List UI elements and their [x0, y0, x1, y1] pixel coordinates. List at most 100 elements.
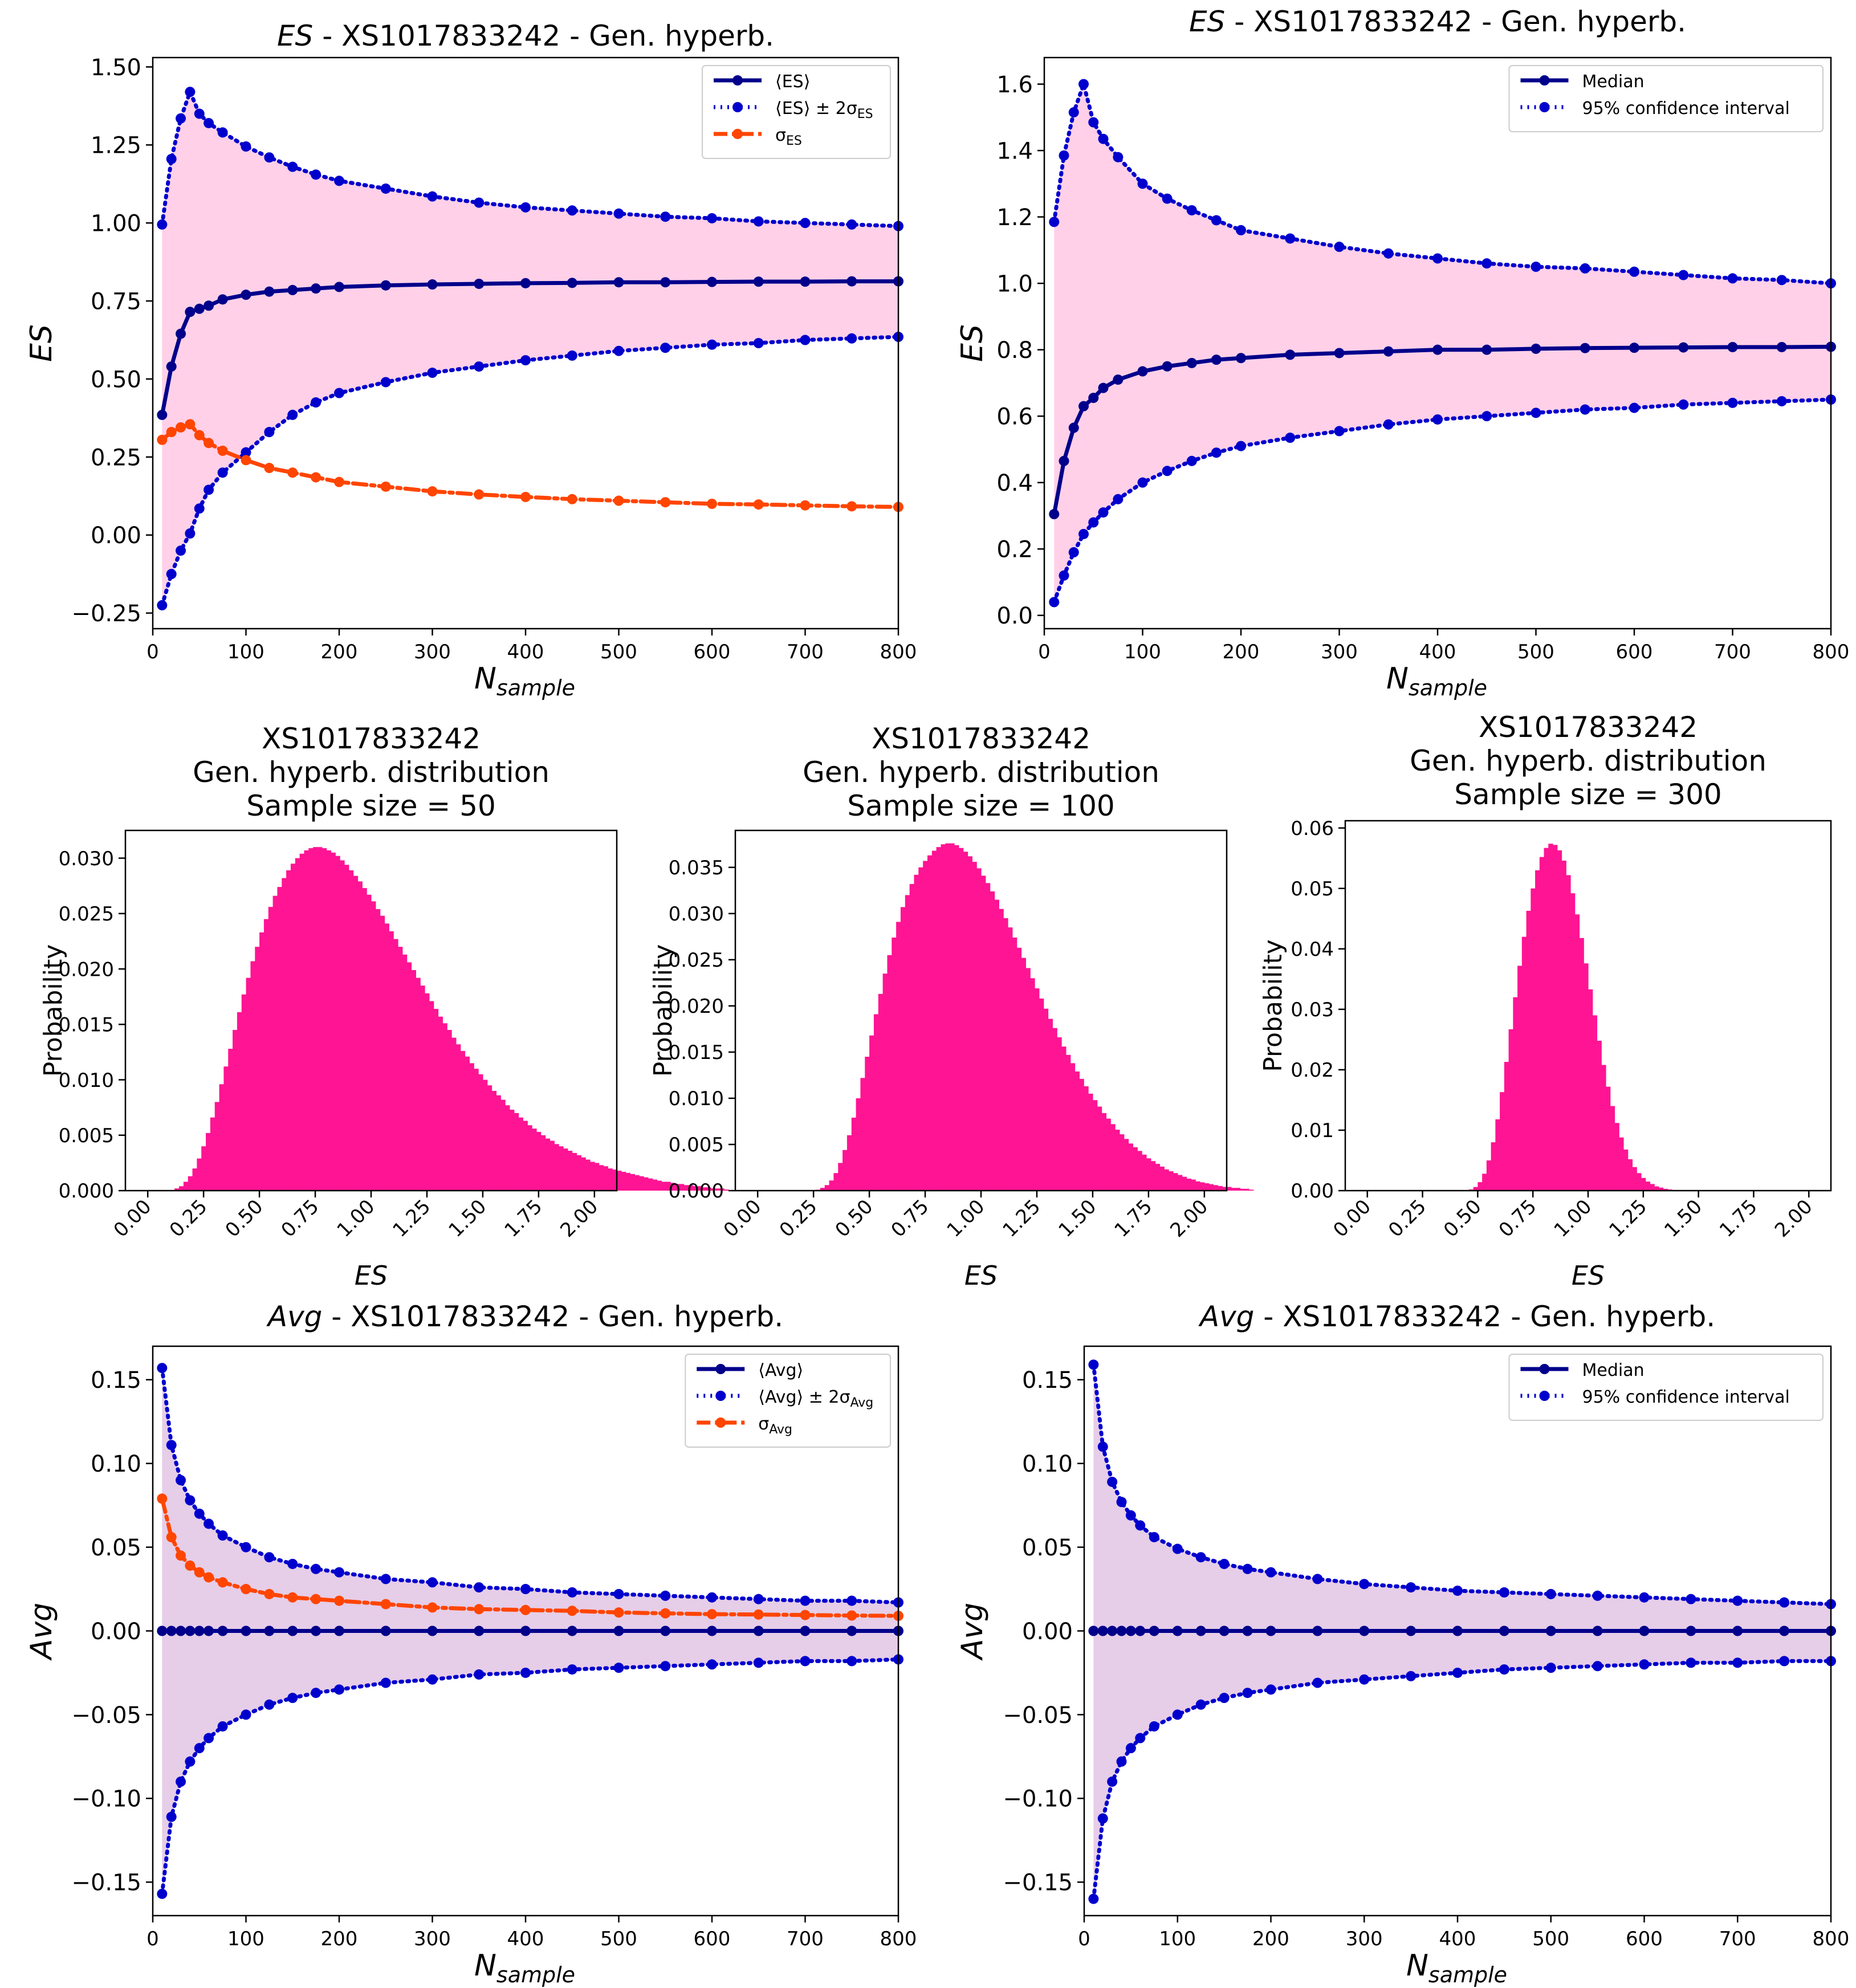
histogram-bar: [393, 939, 398, 1191]
x-axis-label-sub: sample: [496, 675, 575, 700]
y-tick-label: 0.05: [1022, 1535, 1073, 1561]
series-point: [1059, 150, 1069, 161]
series-point: [1098, 382, 1109, 393]
series-point: [157, 1363, 168, 1374]
y-tick-label: 0.06: [1291, 817, 1334, 840]
x-tick-label: 1.00: [333, 1195, 380, 1242]
histogram-bar: [1101, 1113, 1107, 1191]
series-point: [194, 1743, 205, 1754]
series-point: [241, 455, 251, 466]
series-point: [1097, 1626, 1108, 1636]
legend-label: 95% confidence interval: [1582, 1387, 1790, 1407]
series-point: [166, 569, 177, 580]
series-point: [185, 1495, 196, 1506]
histogram-bar: [683, 1185, 689, 1191]
y-tick-label: 1.2: [996, 205, 1033, 231]
chart-es_median: ES - XS1017833242 - Gen. hyperb. 0 100 200 3…: [955, 5, 1849, 700]
series-point: [660, 343, 671, 353]
legend-swatch-marker: [732, 75, 743, 85]
series-point: [1359, 1626, 1370, 1636]
histogram-bar: [824, 1185, 830, 1191]
series-point: [241, 290, 251, 300]
series-point: [311, 283, 321, 294]
series-point: [264, 1626, 275, 1636]
histogram-bar: [1208, 1184, 1214, 1191]
x-axis-label: ES: [964, 1260, 998, 1291]
histogram-bar: [1548, 844, 1553, 1191]
x-tick-label: 400: [1419, 641, 1456, 663]
x-tick-label: 2.00: [556, 1195, 603, 1242]
histogram-bar: [523, 1121, 528, 1191]
series-point: [1732, 1657, 1743, 1668]
series-point: [241, 1626, 251, 1636]
histogram-bar: [514, 1113, 519, 1191]
series-point: [241, 1709, 251, 1720]
x-tick-label: 100: [1124, 641, 1161, 663]
y-tick-label: 0.15: [1022, 1367, 1073, 1394]
series-point: [660, 1608, 671, 1619]
histogram-bar: [710, 1188, 715, 1191]
histogram-bar: [384, 923, 389, 1191]
series-point: [846, 1595, 857, 1606]
series-point: [1107, 1626, 1118, 1636]
x-axis-label: Nsample: [1386, 662, 1487, 700]
series-point: [287, 1693, 298, 1704]
histogram-bar: [1039, 998, 1044, 1191]
series-point: [176, 113, 186, 124]
histogram-bar: [1521, 936, 1527, 1191]
x-tick-label: 300: [414, 641, 451, 663]
series-point: [613, 345, 624, 356]
series-point: [1727, 273, 1738, 284]
series-point: [287, 1626, 298, 1636]
chart-title-line: XS1017833242: [1479, 711, 1698, 744]
confidence-band: [162, 92, 899, 605]
series-point: [1406, 1626, 1417, 1636]
legend-label-main: ⟨Avg⟩ ± 2σ: [758, 1387, 850, 1407]
histogram-bar: [389, 931, 394, 1191]
histogram-bar: [1645, 1182, 1651, 1191]
series-point: [707, 1659, 717, 1670]
y-axis-label: ES: [955, 324, 990, 362]
histogram-bar: [321, 848, 327, 1191]
series-point: [1186, 455, 1197, 466]
histogram-bar: [909, 883, 915, 1191]
histogram-bar: [353, 875, 359, 1191]
histogram-bar: [491, 1090, 497, 1191]
series-point: [1162, 361, 1173, 372]
histogram-bar: [878, 993, 884, 1191]
legend-label-main: σ: [758, 1414, 769, 1434]
series-point: [185, 307, 196, 317]
histogram-bar: [545, 1138, 551, 1191]
series-point: [1186, 205, 1197, 215]
histogram-bar: [1222, 1187, 1227, 1191]
series-point: [1116, 1756, 1127, 1767]
y-tick-label: −0.15: [71, 1870, 141, 1896]
histogram-bar: [210, 1117, 215, 1191]
series-point: [380, 1677, 391, 1688]
histogram-bar: [1614, 1123, 1619, 1191]
series-point: [241, 447, 251, 458]
series-point: [707, 1592, 717, 1603]
histogram-bar: [277, 887, 282, 1191]
legend-box: [1508, 1354, 1824, 1421]
series-point: [1265, 1684, 1276, 1695]
histogram-bar: [1043, 1008, 1049, 1191]
y-tick-label: 0.025: [669, 949, 724, 972]
histogram-bar: [482, 1079, 488, 1191]
series-point: [185, 1756, 196, 1767]
histogram-bar: [1097, 1106, 1102, 1191]
series-point: [1452, 1667, 1463, 1678]
histogram-bar: [1128, 1143, 1134, 1191]
histogram-bar: [701, 1187, 707, 1191]
histogram-bar: [219, 1084, 224, 1191]
histogram-bar: [1553, 845, 1558, 1191]
histogram-bar: [465, 1056, 470, 1191]
histogram-bar: [282, 878, 287, 1191]
histogram-bar: [1544, 848, 1549, 1191]
series-point: [1068, 107, 1079, 118]
chart-es_mean: ES - XS1017833242 - Gen. hyperb. 0 100 200 3…: [25, 19, 917, 700]
chart-title-italic: ES: [1189, 5, 1225, 38]
series-point: [217, 1721, 228, 1732]
series-point: [567, 1664, 577, 1675]
series-point: [185, 528, 196, 539]
